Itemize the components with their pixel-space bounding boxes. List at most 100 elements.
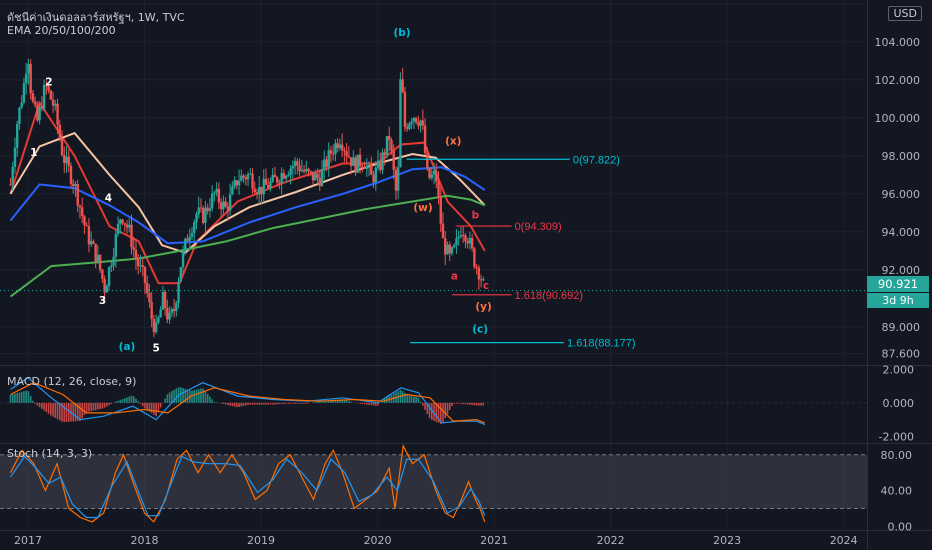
- candle-body: [327, 150, 330, 167]
- candle-body: [435, 170, 438, 182]
- candle-body: [417, 122, 420, 126]
- candle-body: [213, 192, 216, 194]
- candle-body: [128, 224, 131, 228]
- candle-body: [163, 291, 167, 309]
- time-tick-label: 2019: [247, 534, 275, 547]
- macd-line-macd: [10, 376, 486, 426]
- candle-body: [441, 223, 445, 239]
- candle-body: [412, 117, 416, 122]
- candle-body: [390, 140, 393, 151]
- candle-body: [311, 171, 315, 181]
- candle-body: [51, 99, 55, 106]
- wave-label: c: [483, 280, 489, 292]
- candle-body: [235, 180, 239, 186]
- candle-body: [262, 178, 265, 195]
- candle-body: [231, 186, 234, 195]
- candle-body: [112, 256, 115, 266]
- candle-body: [374, 167, 377, 183]
- time-tick-label: 2020: [364, 534, 392, 547]
- ema-line-ema20: [9, 100, 486, 285]
- currency-badge[interactable]: USD: [888, 6, 922, 21]
- time-tick-label: 2021: [480, 534, 508, 547]
- candle-body: [428, 168, 431, 179]
- candle-body: [370, 164, 373, 175]
- candle-body: [242, 175, 245, 178]
- candle-body: [300, 169, 304, 172]
- candle-body: [267, 184, 270, 189]
- candle-body: [331, 153, 335, 155]
- candle-body: [179, 267, 183, 282]
- wave-label: (b): [393, 27, 410, 39]
- candle-body: [27, 63, 30, 74]
- candle-body: [177, 281, 180, 303]
- price-tick-label: 92.000: [882, 264, 921, 277]
- time-tick-label: 2024: [830, 534, 858, 547]
- candle-body: [210, 193, 214, 209]
- candle-body: [22, 83, 26, 103]
- candle-body: [150, 301, 153, 319]
- ema-indicator-label[interactable]: EMA 20/50/100/200: [7, 24, 116, 37]
- candle-body: [219, 202, 223, 210]
- chart-title[interactable]: ดัชนีค่าเงินดอลลาร์สหรัฐฯ, 1W, TVC: [7, 11, 185, 24]
- candle-body: [414, 117, 418, 123]
- candle-body: [468, 238, 472, 244]
- wave-label: 4: [105, 193, 112, 205]
- candle-body: [273, 174, 277, 178]
- candle-body: [260, 186, 263, 195]
- candle-body: [31, 93, 35, 102]
- candle-body: [305, 168, 308, 172]
- candle-body: [143, 266, 147, 283]
- candle-body: [338, 144, 342, 149]
- stoch-line-d: [10, 455, 486, 519]
- candle-body: [450, 247, 454, 254]
- stoch-line-k: [9, 443, 486, 523]
- candle-body: [455, 238, 458, 245]
- candle-body: [446, 244, 449, 255]
- price-tick-label: 98.000: [882, 150, 921, 163]
- candle-body: [137, 259, 140, 267]
- candle-body: [202, 207, 205, 223]
- wave-label: (a): [119, 341, 136, 353]
- candle-body: [289, 168, 292, 176]
- candle-body: [349, 157, 353, 166]
- candle-body: [58, 124, 61, 139]
- wave-label: (y): [475, 301, 491, 313]
- candle-body: [323, 159, 326, 170]
- candle-body: [40, 106, 44, 109]
- candle-body: [139, 265, 142, 267]
- candle-body: [190, 233, 194, 237]
- candle-body: [264, 178, 268, 185]
- candle-body: [475, 267, 478, 269]
- candle-body: [89, 241, 93, 245]
- price-tick-label: 89.000: [882, 321, 921, 334]
- candle-body: [110, 265, 113, 268]
- candle-body: [464, 235, 467, 242]
- time-tick-label: 2023: [713, 534, 741, 547]
- candle-body: [318, 178, 321, 186]
- wave-label: a: [451, 270, 458, 282]
- candle-body: [269, 181, 272, 189]
- wave-labels: 2 1 4 3 5 (a) (b) (x) (w) a b c (y) (c): [30, 27, 492, 355]
- stoch-tick-label: 80.00: [881, 449, 913, 462]
- candle-body: [419, 120, 422, 126]
- candle-body: [152, 318, 156, 333]
- candle-body: [470, 238, 474, 249]
- candle-body: [275, 177, 279, 183]
- candle-body: [271, 174, 274, 182]
- candle-body: [345, 151, 348, 156]
- candle-body: [325, 159, 328, 167]
- candle-body: [278, 182, 281, 184]
- candle-body: [394, 169, 398, 191]
- candle-body: [36, 104, 39, 121]
- candle-body: [105, 285, 109, 293]
- wave-label: (c): [472, 324, 488, 336]
- candle-body: [340, 144, 344, 150]
- candle-body: [482, 279, 485, 281]
- candle-body: [63, 155, 66, 164]
- candle-body: [206, 207, 209, 211]
- wave-label: b: [472, 210, 480, 222]
- candle-body: [293, 161, 297, 167]
- candle-body: [204, 207, 207, 223]
- candle-body: [87, 226, 91, 245]
